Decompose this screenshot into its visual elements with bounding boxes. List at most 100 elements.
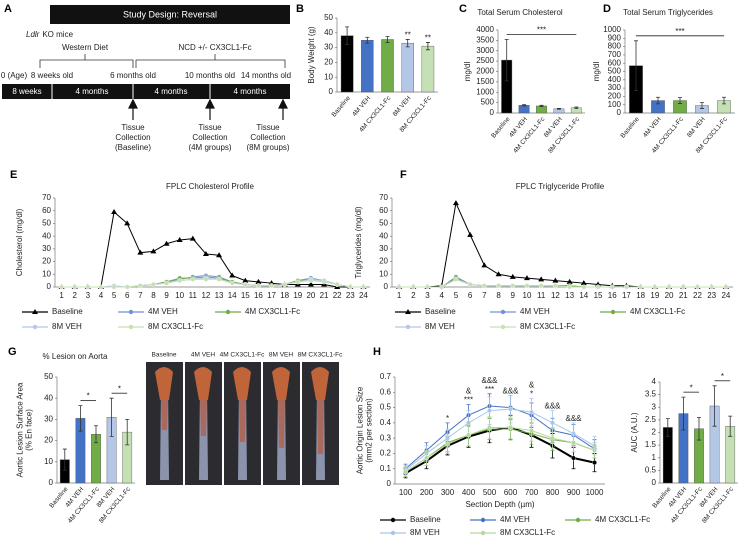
error-bar	[385, 36, 390, 43]
lesion	[317, 400, 324, 454]
aortic-arch	[155, 367, 173, 400]
y-tick-label: 2000	[476, 67, 494, 76]
segment-label: 4 months	[234, 87, 267, 96]
data-point	[229, 280, 235, 286]
x-tick-label: 20	[665, 291, 674, 300]
x-tick-label: 13	[565, 291, 574, 300]
y-tick-label: 0	[387, 479, 392, 488]
panel-label: A	[4, 3, 12, 15]
significance-label: ***	[485, 385, 494, 394]
x-tick-label: 8M VEH	[686, 116, 707, 139]
phase-bracket	[135, 54, 286, 68]
error-bar	[504, 38, 509, 82]
y-tick-label: 0	[652, 478, 657, 487]
x-tick-label: 10	[175, 291, 184, 300]
collection-label: (8M groups)	[246, 143, 289, 152]
x-tick-label: 23	[707, 291, 716, 300]
y-tick-label: 0	[49, 478, 54, 487]
data-point	[176, 236, 183, 242]
error-bar	[405, 39, 410, 48]
data-point	[508, 425, 513, 430]
y-tick-label: 30	[44, 415, 53, 424]
x-tick-label: 1	[59, 291, 64, 300]
significance-label: &&&	[565, 414, 582, 423]
y-tick-label: 4000	[476, 25, 494, 34]
y-tick-label: 100	[608, 100, 622, 109]
legend-label: 8M VEH	[410, 528, 440, 537]
error-bar	[678, 97, 682, 104]
y-tick-label: 40	[379, 231, 388, 240]
x-tick-label: 11	[189, 291, 198, 300]
data-point	[567, 284, 572, 290]
error-bar	[681, 396, 686, 431]
data-point	[581, 284, 587, 290]
data-point	[307, 281, 314, 287]
lesion	[239, 400, 246, 442]
x-tick-label: 20	[306, 291, 315, 300]
chart-title: FPLC Triglyceride Profile	[516, 182, 605, 191]
data-point	[396, 284, 402, 290]
chart-title: Total Serum Triglycerides	[623, 8, 713, 17]
series-line	[405, 428, 595, 473]
error-bar	[365, 36, 370, 44]
y-tick-label: 900	[608, 33, 622, 42]
y-tick-label: 2500	[476, 56, 494, 65]
y-axis-title: mg/dl	[592, 61, 601, 81]
error-bar	[62, 448, 67, 471]
legend-label: Baseline	[52, 307, 83, 316]
x-tick-label: 14	[228, 291, 237, 300]
significance-label: &&&	[502, 386, 519, 395]
legend-marker	[128, 309, 134, 315]
x-tick-label: 4	[440, 291, 445, 300]
y-tick-label: 0.1	[380, 464, 392, 473]
y-tick-label: 0.5	[380, 403, 392, 412]
error-bar	[712, 385, 717, 427]
data-point	[321, 279, 327, 285]
data-point	[453, 277, 459, 282]
segment-label: 4 months	[155, 87, 188, 96]
timeline-bar	[2, 84, 290, 99]
data-point	[361, 284, 366, 290]
data-point	[425, 284, 430, 290]
error-bar	[556, 108, 561, 110]
data-point	[124, 284, 130, 290]
legend-label: 4M CX3CL1-Fc	[630, 307, 685, 316]
data-point	[523, 275, 530, 281]
data-point	[467, 231, 474, 237]
data-point	[190, 277, 196, 282]
lesion	[161, 400, 168, 430]
aortic-arch	[194, 367, 212, 400]
y-tick-label: 3.5	[645, 390, 657, 399]
mouse-model: Ldlr KO mice	[26, 30, 74, 39]
lesion	[278, 400, 285, 448]
significance-label: *	[690, 383, 693, 392]
data-point	[552, 277, 559, 283]
chart-title: % Lesion on Aorta	[43, 352, 108, 361]
y-tick-label: 1	[652, 453, 657, 462]
age-label: 0 (Age)	[1, 71, 28, 80]
data-point	[680, 284, 686, 290]
data-point	[242, 282, 248, 287]
legend-label: 8M VEH	[52, 322, 82, 331]
x-tick-label: 21	[679, 291, 688, 300]
legend-label: 4M VEH	[520, 307, 550, 316]
data-point	[202, 250, 209, 256]
y-axis-title: Triglycerides (mg/dl)	[354, 206, 363, 278]
y-tick-label: 30	[379, 244, 388, 253]
timeline-divider	[51, 84, 211, 99]
data-point	[269, 283, 274, 289]
data-point	[334, 282, 340, 287]
age-label: 10 months old	[185, 71, 235, 80]
gene: Ldlr	[26, 30, 40, 39]
y-tick-label: 800	[608, 42, 622, 51]
bar	[381, 39, 394, 93]
y-tick-label: 300	[608, 83, 622, 92]
legend-label: 4M VEH	[500, 515, 530, 524]
x-tick-label: 4M CX3CL1-Fc	[512, 115, 547, 154]
data-point	[203, 277, 209, 282]
error-bar	[109, 397, 114, 437]
x-tick-label: 22	[693, 291, 702, 300]
data-point	[424, 455, 429, 461]
error-bar	[665, 418, 670, 437]
significance-label: &	[529, 381, 535, 390]
